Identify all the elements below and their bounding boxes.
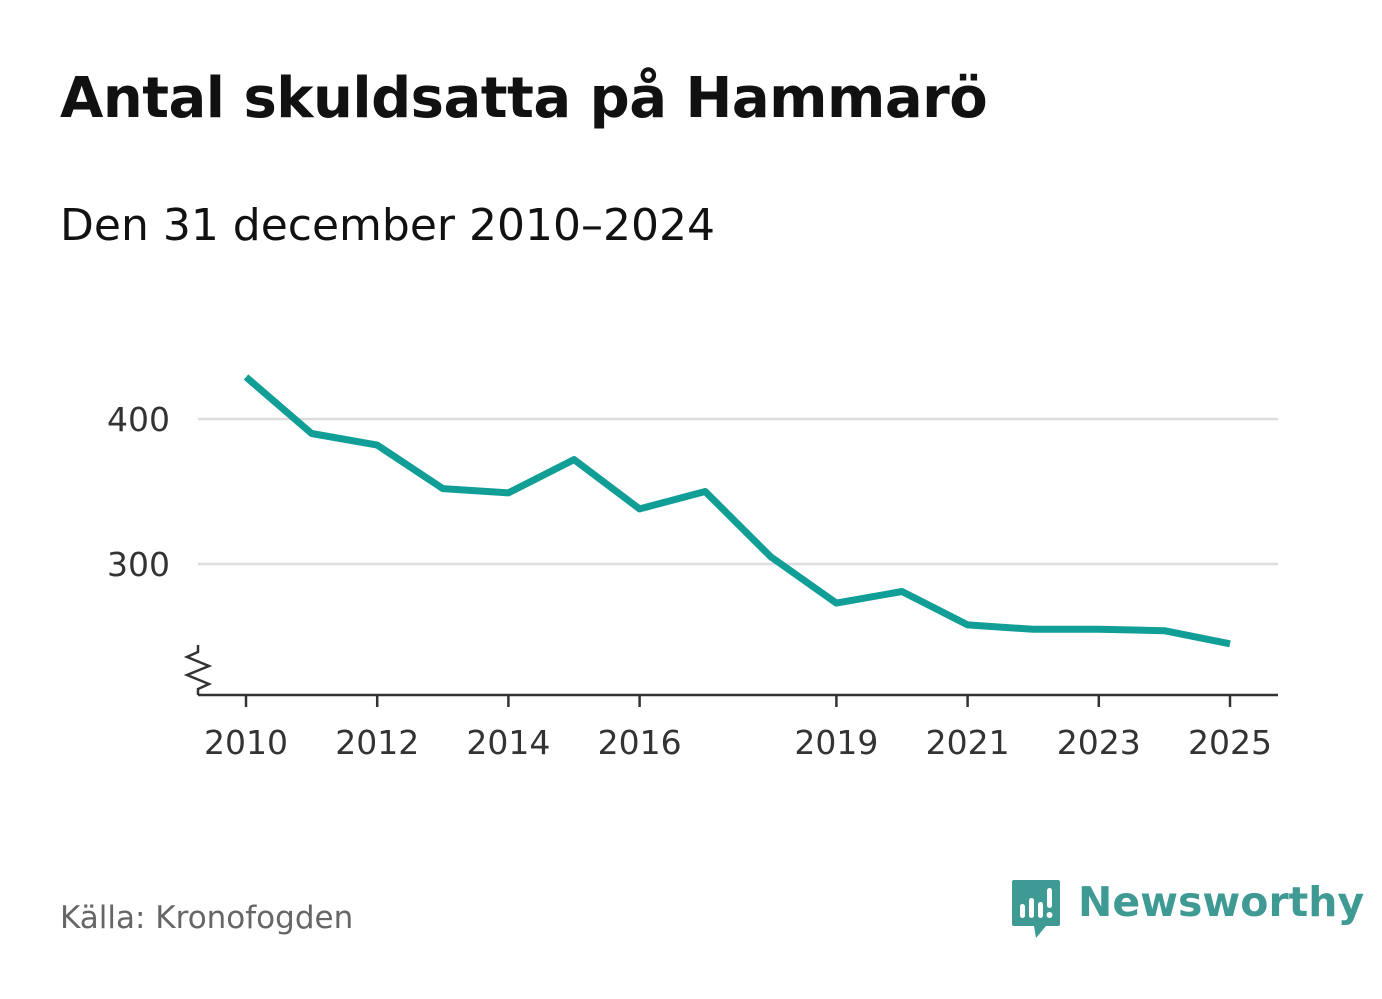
y-tick-labels: 300 400 <box>107 400 170 584</box>
chart-title: Antal skuldsatta på Hammarö <box>60 66 988 131</box>
x-tick-label: 2016 <box>598 723 682 762</box>
series-line <box>243 374 1231 648</box>
x-tick-label: 2021 <box>926 723 1010 762</box>
x-tick-label: 2014 <box>466 723 550 762</box>
x-tick-label: 2010 <box>204 723 288 762</box>
source-note: Källa: Kronofogden <box>60 900 354 936</box>
newsworthy-logo: Newsworthy <box>1010 878 1364 940</box>
y-tick-label: 300 <box>107 545 170 584</box>
y-tick-label: 400 <box>107 400 170 439</box>
chart-subtitle: Den 31 december 2010–2024 <box>60 200 715 251</box>
series <box>243 374 1231 648</box>
axis-break-symbol <box>183 645 213 695</box>
x-tick-label: 2023 <box>1057 723 1141 762</box>
x-tick-label: 2012 <box>335 723 419 762</box>
x-tick-label: 2025 <box>1188 723 1272 762</box>
brand-name: Newsworthy <box>1078 878 1365 926</box>
grid-lines <box>198 417 1278 566</box>
x-tick-label: 2019 <box>794 723 878 762</box>
x-axis <box>183 645 1278 707</box>
newsworthy-icon <box>1012 880 1060 938</box>
x-tick-labels: 2010 2012 2014 2016 2019 2021 2023 2025 <box>204 723 1272 762</box>
